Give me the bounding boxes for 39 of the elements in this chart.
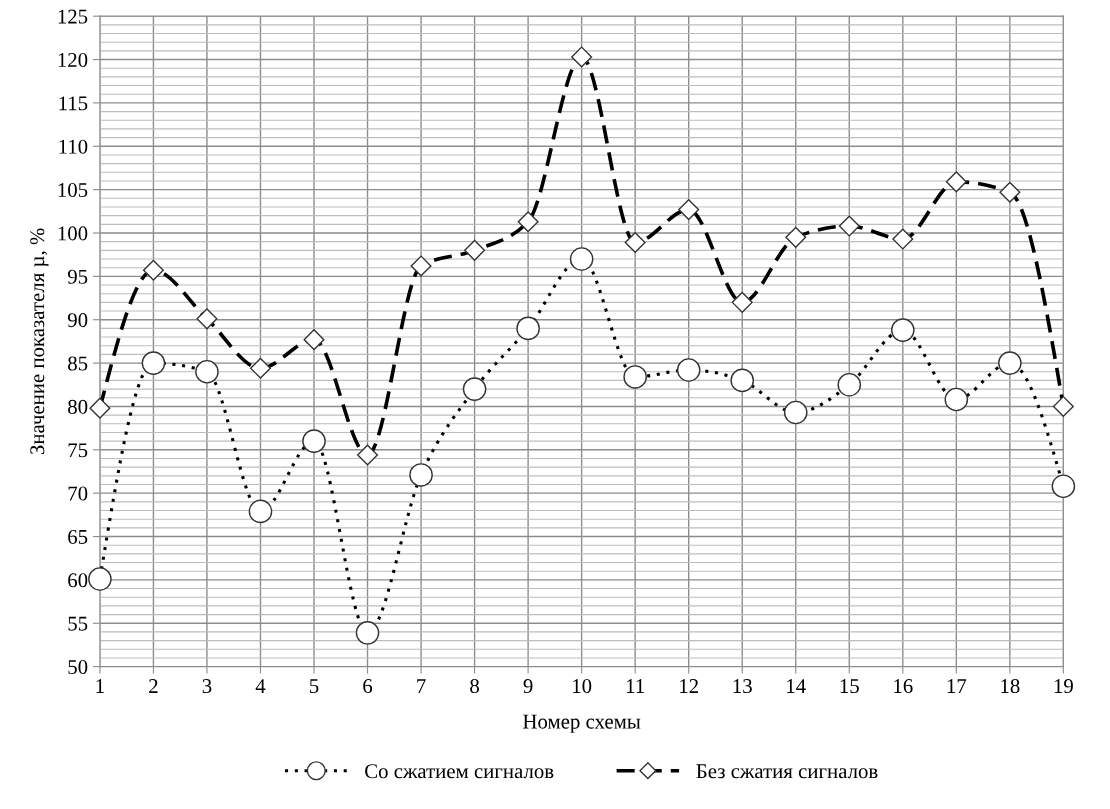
- y-tick-label: 120: [58, 52, 88, 67]
- y-axis-title: Значение показателя µ, %: [30, 228, 49, 455]
- x-tick-label: 2: [149, 679, 158, 693]
- y-tick-label: 70: [68, 486, 88, 501]
- y-tick-label: 60: [68, 573, 88, 588]
- x-tick-label: 9: [523, 679, 533, 694]
- x-tick-label: 17: [947, 679, 967, 693]
- x-tick-label: 1: [96, 679, 104, 693]
- x-tick-label: 13: [733, 679, 752, 694]
- y-tick-label: 105: [58, 183, 88, 198]
- x-tick-label: 3: [202, 679, 212, 694]
- x-tick-label: 11: [626, 679, 644, 693]
- legend-label: Со сжатием сигналов: [365, 764, 554, 779]
- x-tick-label: 12: [680, 679, 698, 693]
- x-tick-label: 10: [573, 679, 592, 694]
- y-tick-label: 100: [58, 226, 88, 241]
- y-tick-label: 65: [68, 529, 88, 544]
- x-tick-label: 15: [840, 679, 859, 694]
- x-tick-label: 18: [1001, 679, 1020, 694]
- y-tick-label: 95: [67, 269, 88, 284]
- y-tick-label: 115: [59, 96, 88, 111]
- x-tick-label: 16: [894, 679, 913, 694]
- y-tick-label: 110: [59, 139, 88, 154]
- y-tick-label: 80: [68, 399, 88, 414]
- x-tick-label: 19: [1054, 679, 1073, 694]
- y-tick-label: 55: [68, 616, 88, 631]
- x-axis-title: Номер схемы: [523, 714, 641, 733]
- y-tick-label: 90: [67, 313, 88, 328]
- x-tick-label: 4: [255, 679, 266, 693]
- y-tick-label: 125: [58, 9, 88, 24]
- y-tick-label: 75: [68, 443, 88, 458]
- x-tick-label: 7: [417, 679, 426, 693]
- legend-label: Без сжатия сигналов: [696, 764, 878, 779]
- x-tick-label: 14: [787, 679, 806, 693]
- x-tick-label: 5: [310, 679, 319, 694]
- y-tick-label: 85: [68, 356, 88, 371]
- x-tick-label: 8: [470, 679, 479, 694]
- x-tick-label: 6: [363, 679, 373, 694]
- y-tick-label: 50: [68, 659, 88, 675]
